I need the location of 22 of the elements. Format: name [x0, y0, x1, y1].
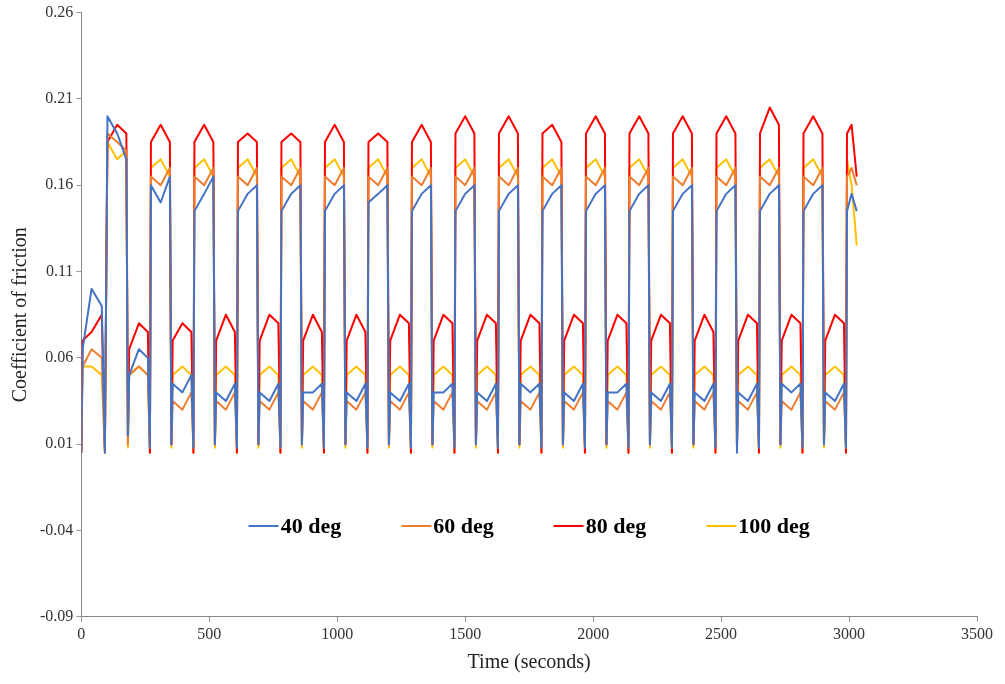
y-tick-label: 0.11: [45, 261, 74, 279]
legend-label: 80 deg: [585, 513, 647, 540]
x-tick-label: 500: [197, 624, 222, 642]
y-tick-label: 0.26: [45, 2, 74, 20]
x-tick-label: 1500: [449, 624, 482, 642]
x-tick-label: 1000: [321, 624, 354, 642]
x-tick-label: 3500: [961, 624, 993, 642]
y-tick-label: -0.04: [40, 520, 74, 538]
y-tick-label: 0.06: [45, 348, 74, 366]
x-axis-title: Time (seconds): [467, 650, 591, 674]
y-tick-label: 0.21: [45, 89, 74, 107]
x-tick-label: 2500: [705, 624, 738, 642]
y-axis-title: Coefficient of friction: [8, 227, 31, 403]
y-tick-label: 0.16: [45, 175, 74, 193]
y-tick-label: 0.01: [45, 434, 74, 452]
legend-label: 100 deg: [738, 513, 810, 540]
x-tick-label: 3000: [833, 624, 866, 642]
legend-label: 40 deg: [280, 513, 342, 540]
y-tick-label: -0.09: [40, 607, 74, 624]
x-tick-label: 2000: [577, 624, 610, 642]
x-tick-label: 0: [77, 624, 86, 642]
legend-label: 60 deg: [433, 513, 494, 540]
